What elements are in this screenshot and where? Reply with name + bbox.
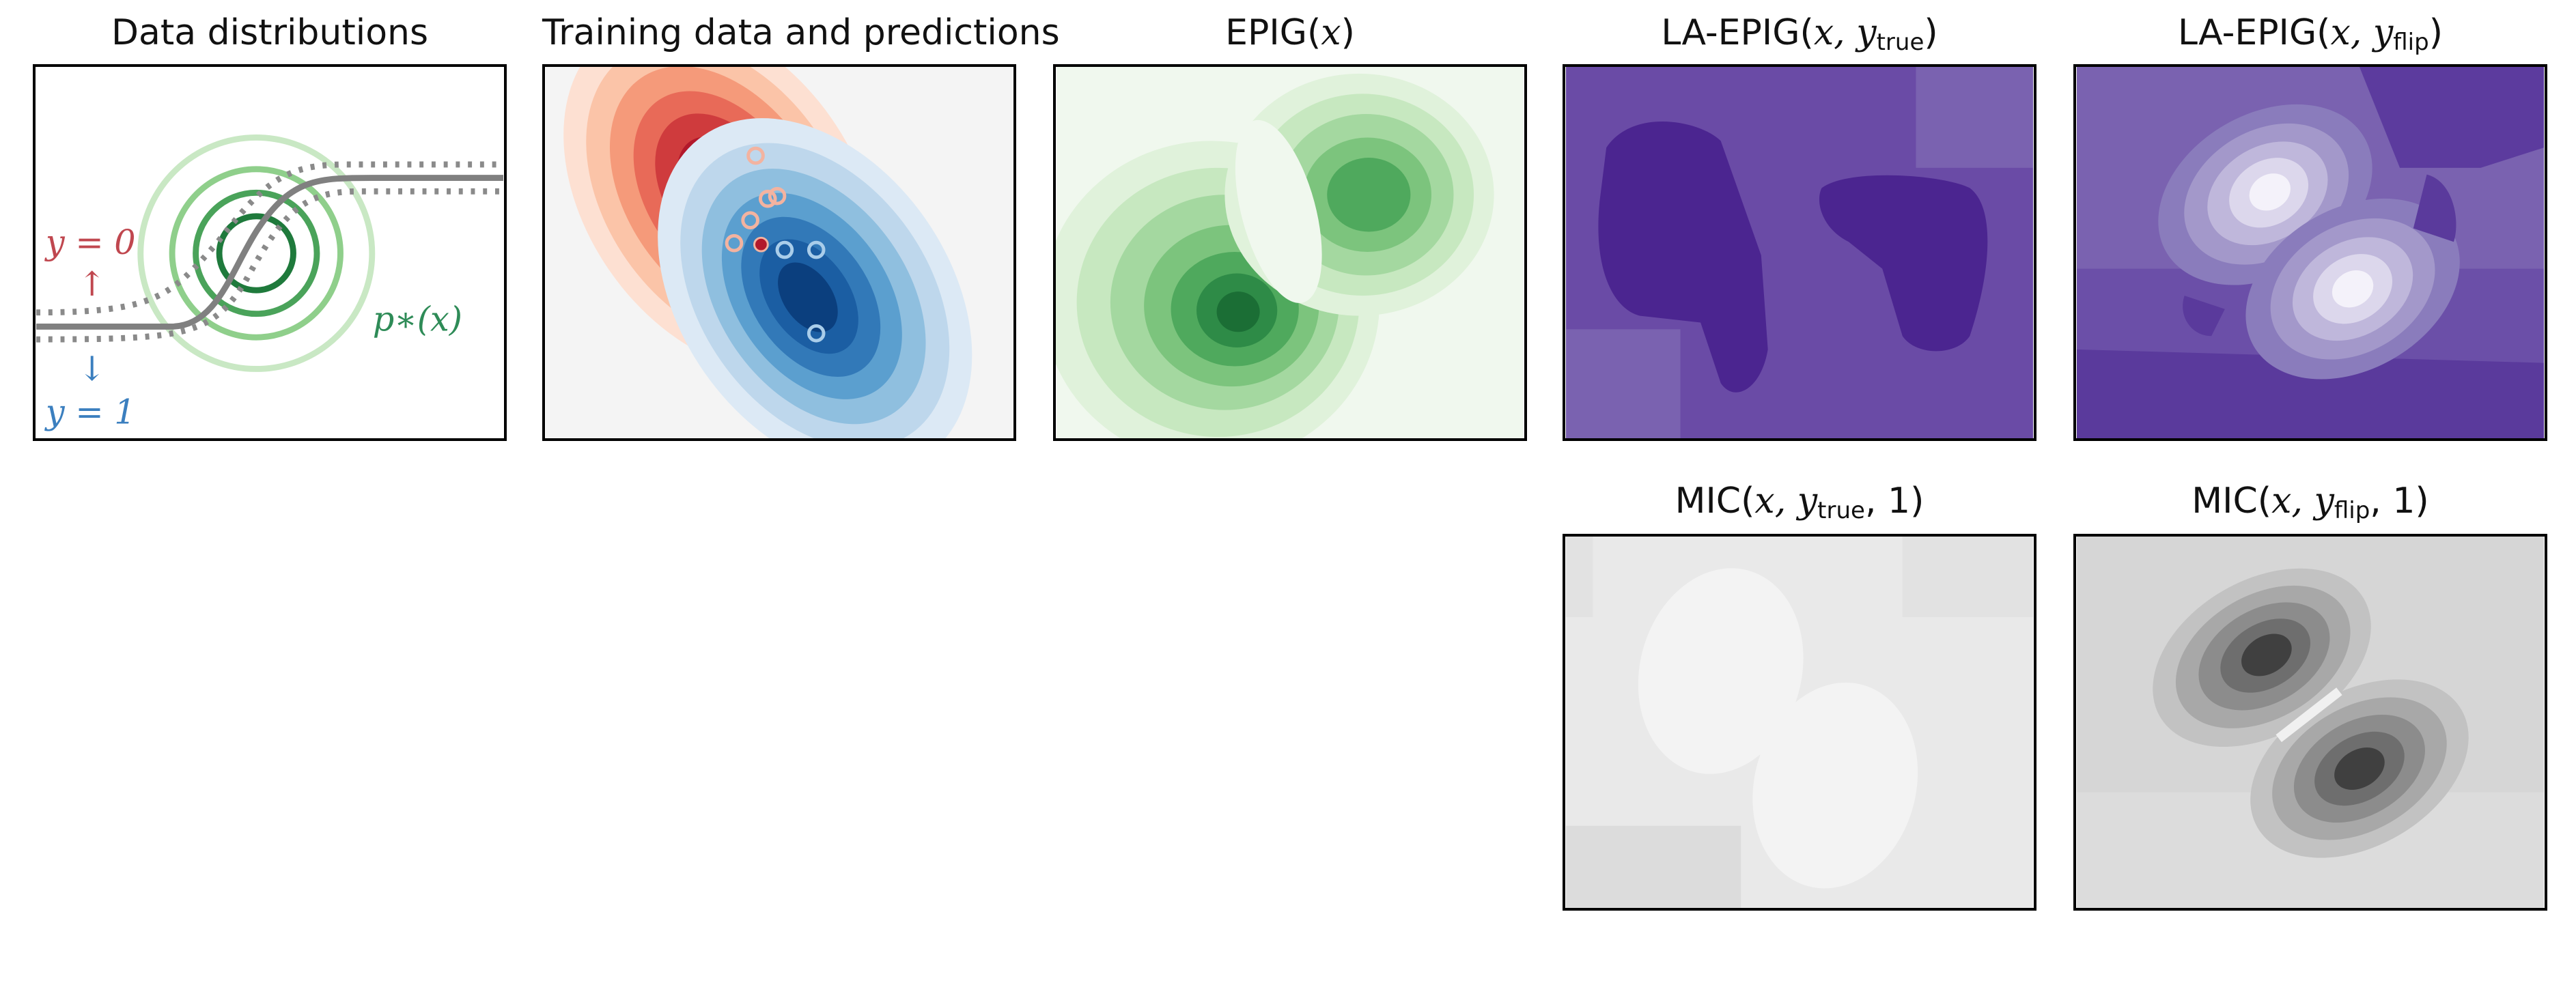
panel-title-epig: EPIG(x) xyxy=(1225,12,1355,53)
mic-flip-lower-blob xyxy=(2250,679,2469,858)
panel-title-la-epig-flip: LA-EPIG(x, yflip) xyxy=(2177,12,2443,56)
training-point-red xyxy=(746,146,765,165)
panel-title-la-epig-true: LA-EPIG(x, ytrue) xyxy=(1661,12,1938,56)
training-data-plot xyxy=(546,67,1013,438)
target-density-ring-3 xyxy=(193,189,320,317)
target-density-ring-2 xyxy=(169,166,344,341)
panel-epig xyxy=(1053,64,1527,441)
training-point-red xyxy=(758,189,777,208)
decision-boundary-upper xyxy=(36,161,503,316)
training-point-blue xyxy=(775,240,794,259)
training-point-red xyxy=(725,233,744,253)
panel-la-epig-flip xyxy=(2073,64,2547,441)
mic-true-upper-blob xyxy=(1638,568,1804,774)
la-epig-true-left-blob xyxy=(1598,121,1768,393)
panel-mic-flip xyxy=(2073,534,2547,911)
training-point-blue xyxy=(807,324,826,343)
panel-title-mic-true: MIC(x, ytrue, 1) xyxy=(1675,481,1924,524)
panel-data-distributions: y = 0 ↑ ↓ y = 1 p∗(x) xyxy=(33,64,507,441)
mic-true-lower-blob xyxy=(1752,682,1918,889)
data-distributions-plot: y = 0 ↑ ↓ y = 1 p∗(x) xyxy=(36,134,503,431)
training-point-red-filled xyxy=(753,236,769,253)
mic-flip-upper-blob xyxy=(2153,568,2371,747)
panel-title-training-data: Training data and predictions xyxy=(542,12,1060,53)
training-point-red xyxy=(768,186,787,205)
target-density-ring-outer xyxy=(137,134,376,372)
mic-true-heatmap xyxy=(1566,537,2033,908)
la-epig-flip-heatmap xyxy=(2077,67,2544,438)
training-point-blue xyxy=(807,240,826,259)
decision-boundary-center xyxy=(36,175,503,330)
label-y0: y = 0 xyxy=(44,223,136,262)
la-epig-flip-lower-blob xyxy=(2245,198,2460,380)
mic-flip-center-line xyxy=(2276,687,2342,743)
arrow-up-icon: ↑ xyxy=(78,264,106,304)
panel-la-epig-true xyxy=(1563,64,2036,441)
la-epig-true-heatmap xyxy=(1566,67,2033,438)
panel-title-data-distributions: Data distributions xyxy=(111,12,429,53)
epig-heatmap xyxy=(1056,67,1524,438)
mic-flip-heatmap xyxy=(2077,537,2544,908)
la-epig-true-right-blob xyxy=(1819,175,1988,352)
epig-center-gap xyxy=(1235,119,1322,303)
blue-prediction-region xyxy=(658,118,972,438)
training-point-red xyxy=(741,211,759,229)
label-y1: y = 1 xyxy=(44,392,136,431)
label-p-star: p∗(x) xyxy=(373,299,462,339)
panel-training-data xyxy=(542,64,1016,441)
panel-mic-true xyxy=(1563,534,2036,911)
arrow-down-icon: ↓ xyxy=(78,349,106,388)
target-density-ring-inner xyxy=(216,213,296,294)
panel-title-mic-flip: MIC(x, yflip, 1) xyxy=(2192,481,2429,524)
